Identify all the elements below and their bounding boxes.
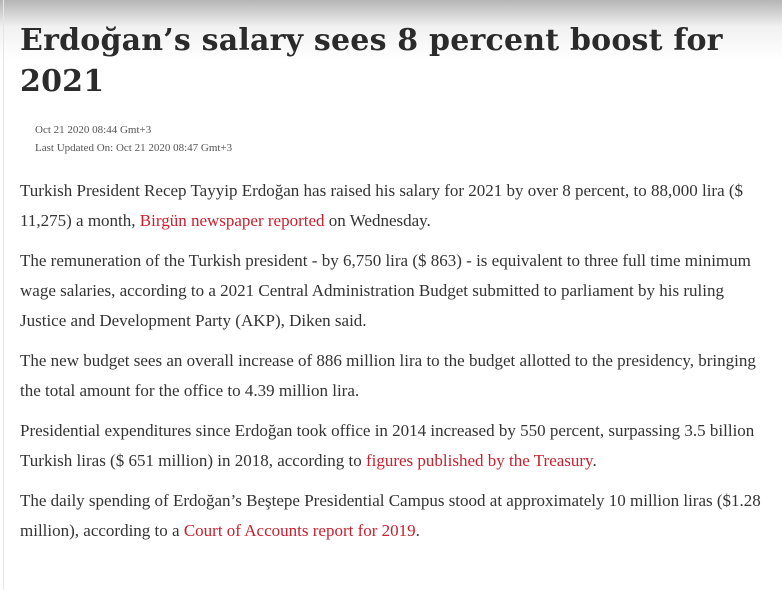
article-meta: Oct 21 2020 08:44 Gmt+3 Last Updated On:… bbox=[35, 121, 232, 157]
paragraph-2-text: The remuneration of the Turkish presiden… bbox=[20, 251, 751, 330]
treasury-figures-link[interactable]: figures published by the Treasury bbox=[365, 451, 593, 470]
article-body: Turkish President Recep Tayyip Erdoğan h… bbox=[20, 176, 765, 556]
paragraph-5: The daily spending of Erdoğan’s Beştepe … bbox=[20, 486, 765, 546]
paragraph-3-text: The new budget sees an overall increase … bbox=[20, 351, 756, 400]
last-updated-date: Oct 21 2020 08:47 Gmt+3 bbox=[115, 142, 233, 154]
last-updated-label: Last Updated On: bbox=[35, 142, 114, 154]
paragraph-4-text-b: . bbox=[592, 451, 597, 470]
paragraph-5-text-b: . bbox=[415, 521, 420, 540]
published-date: Oct 21 2020 08:44 Gmt+3 bbox=[35, 124, 152, 136]
birgun-report-link[interactable]: Birgün newspaper reported bbox=[139, 211, 325, 230]
paragraph-5-text-a: The daily spending of Erdoğan’s Beştepe … bbox=[20, 491, 761, 540]
paragraph-2: The remuneration of the Turkish presiden… bbox=[20, 246, 765, 336]
paragraph-1-text-b: on Wednesday. bbox=[324, 211, 431, 230]
court-of-accounts-link[interactable]: Court of Accounts report for 2019 bbox=[183, 521, 416, 540]
paragraph-4: Presidential expenditures since Erdoğan … bbox=[20, 416, 765, 476]
last-updated-row: Last Updated On: Oct 21 2020 08:47 Gmt+3 bbox=[35, 139, 232, 157]
left-divider bbox=[3, 0, 4, 590]
article-headline: Erdoğan’s salary sees 8 percent boost fo… bbox=[20, 23, 723, 99]
paragraph-1: Turkish President Recep Tayyip Erdoğan h… bbox=[20, 176, 765, 236]
paragraph-4-text-a: Presidential expenditures since Erdoğan … bbox=[20, 421, 755, 470]
paragraph-1-text-a: Turkish President Recep Tayyip Erdoğan h… bbox=[20, 181, 744, 230]
paragraph-3: The new budget sees an overall increase … bbox=[20, 346, 765, 406]
